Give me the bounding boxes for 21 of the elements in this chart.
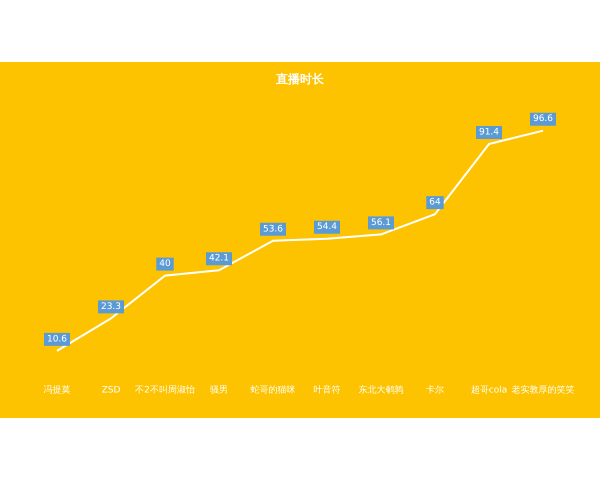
x-tick-label: 超哥cola [470, 384, 508, 396]
x-tick-label: 东北大鹌鹑 [358, 384, 404, 396]
x-tick-label: 冯提莫 [44, 384, 70, 396]
data-label: 23.3 [100, 302, 122, 312]
data-label: 64 [429, 198, 441, 208]
x-tick-label: 叶音符 [314, 384, 340, 396]
data-label: 40 [159, 259, 171, 270]
x-tick-label: 不2不叫周淑怡 [135, 384, 195, 396]
data-label: 96.6 [532, 114, 554, 124]
data-label: 56.1 [370, 218, 392, 228]
data-label: 54.4 [316, 222, 338, 232]
x-tick-label: 骚男 [210, 384, 228, 396]
data-label: 42.1 [208, 254, 230, 264]
chart-title: 直播时长 [275, 72, 325, 86]
x-tick-label: 老实敦厚的笑笑 [512, 384, 574, 396]
x-tick-label: 蛇哥的猫咪 [250, 384, 296, 396]
x-tick-label: 卡尔 [426, 384, 444, 396]
data-label: 10.6 [46, 334, 68, 344]
x-tick-label: ZSD [102, 386, 120, 396]
data-label: 91.4 [478, 128, 500, 138]
data-label: 53.6 [262, 224, 284, 234]
